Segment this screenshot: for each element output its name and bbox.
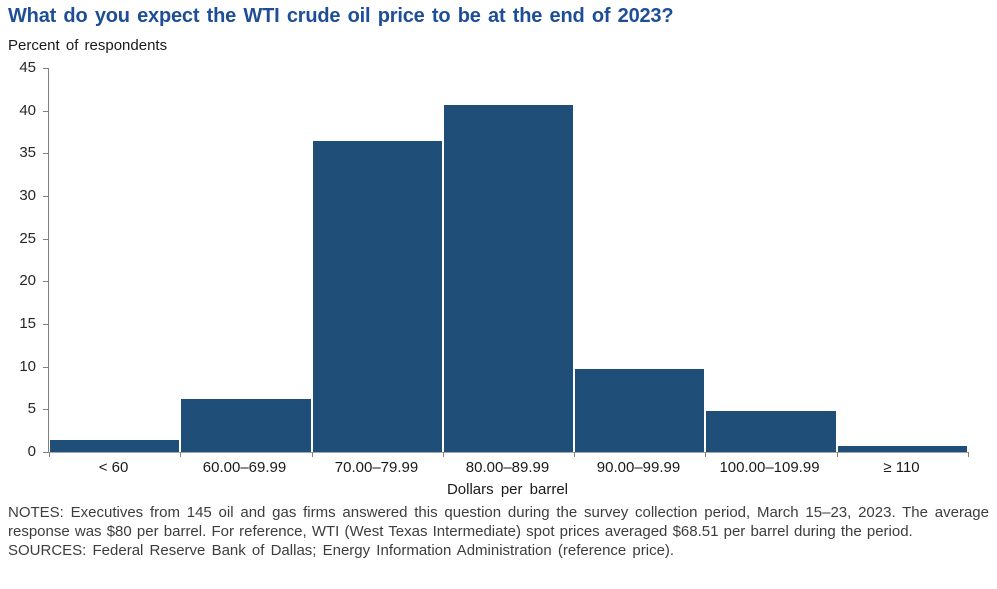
- y-tick-label: 10: [19, 358, 36, 375]
- y-tick-mark: [43, 281, 48, 282]
- bar-6: [837, 446, 967, 452]
- y-tick-label: 5: [27, 400, 36, 417]
- plot-area: [48, 68, 969, 457]
- y-tick-label: 25: [19, 230, 36, 247]
- x-tick-mark: [837, 452, 838, 457]
- x-tick-mark: [312, 452, 313, 457]
- x-tick-mark: [180, 452, 181, 457]
- x-tick-mark: [443, 452, 444, 457]
- y-tick-mark: [43, 409, 48, 410]
- x-tick-mark: [574, 452, 575, 457]
- y-tick-label: 20: [19, 272, 36, 289]
- x-tick-mark: [968, 452, 969, 457]
- x-tick-label: < 60: [98, 459, 129, 476]
- x-tick-label: 70.00–79.99: [334, 459, 419, 476]
- chart-sources: SOURCES: Federal Reserve Bank of Dallas;…: [8, 542, 675, 559]
- y-tick-mark: [43, 111, 48, 112]
- x-tick-label: 60.00–69.99: [202, 459, 287, 476]
- x-tick-label: 80.00–89.99: [465, 459, 550, 476]
- x-tick-mark: [49, 452, 50, 457]
- y-tick-mark: [43, 153, 48, 154]
- bar-4: [575, 369, 705, 452]
- y-tick-label: 45: [19, 59, 36, 76]
- chart-title: What do you expect the WTI crude oil pri…: [8, 5, 674, 27]
- chart-notes: NOTES: Executives from 145 oil and gas f…: [8, 504, 989, 540]
- y-tick-mark: [43, 324, 48, 325]
- bar-3: [443, 105, 574, 452]
- x-tick-label: 100.00–109.99: [719, 459, 820, 476]
- footnotes: NOTES: Executives from 145 oil and gas f…: [8, 503, 989, 560]
- y-tick-label: 40: [19, 102, 36, 119]
- bar-5: [706, 411, 836, 452]
- y-tick-mark: [43, 196, 48, 197]
- y-tick-label: 15: [19, 315, 36, 332]
- y-tick-label: 35: [19, 144, 36, 161]
- y-tick-mark: [43, 452, 48, 453]
- y-tick-mark: [43, 367, 48, 368]
- x-tick-mark: [705, 452, 706, 457]
- x-axis-title: Dollars per barrel: [446, 481, 569, 498]
- y-tick-mark: [43, 239, 48, 240]
- y-axis: 0 5 10 15 20 25 30 35 40 45: [0, 60, 48, 460]
- y-tick-mark: [43, 68, 48, 69]
- y-axis-units-label: Percent of respondents: [8, 37, 168, 54]
- bar-1: [181, 399, 311, 452]
- bar-2: [312, 141, 442, 452]
- bar-0: [50, 440, 180, 452]
- x-tick-label: 90.00–99.99: [596, 459, 681, 476]
- x-axis-labels: < 60 60.00–69.99 70.00–79.99 80.00–89.99 90.…: [48, 459, 967, 477]
- y-tick-label: 0: [27, 443, 36, 460]
- y-tick-label: 30: [19, 187, 36, 204]
- x-tick-label: ≥ 110: [883, 459, 920, 476]
